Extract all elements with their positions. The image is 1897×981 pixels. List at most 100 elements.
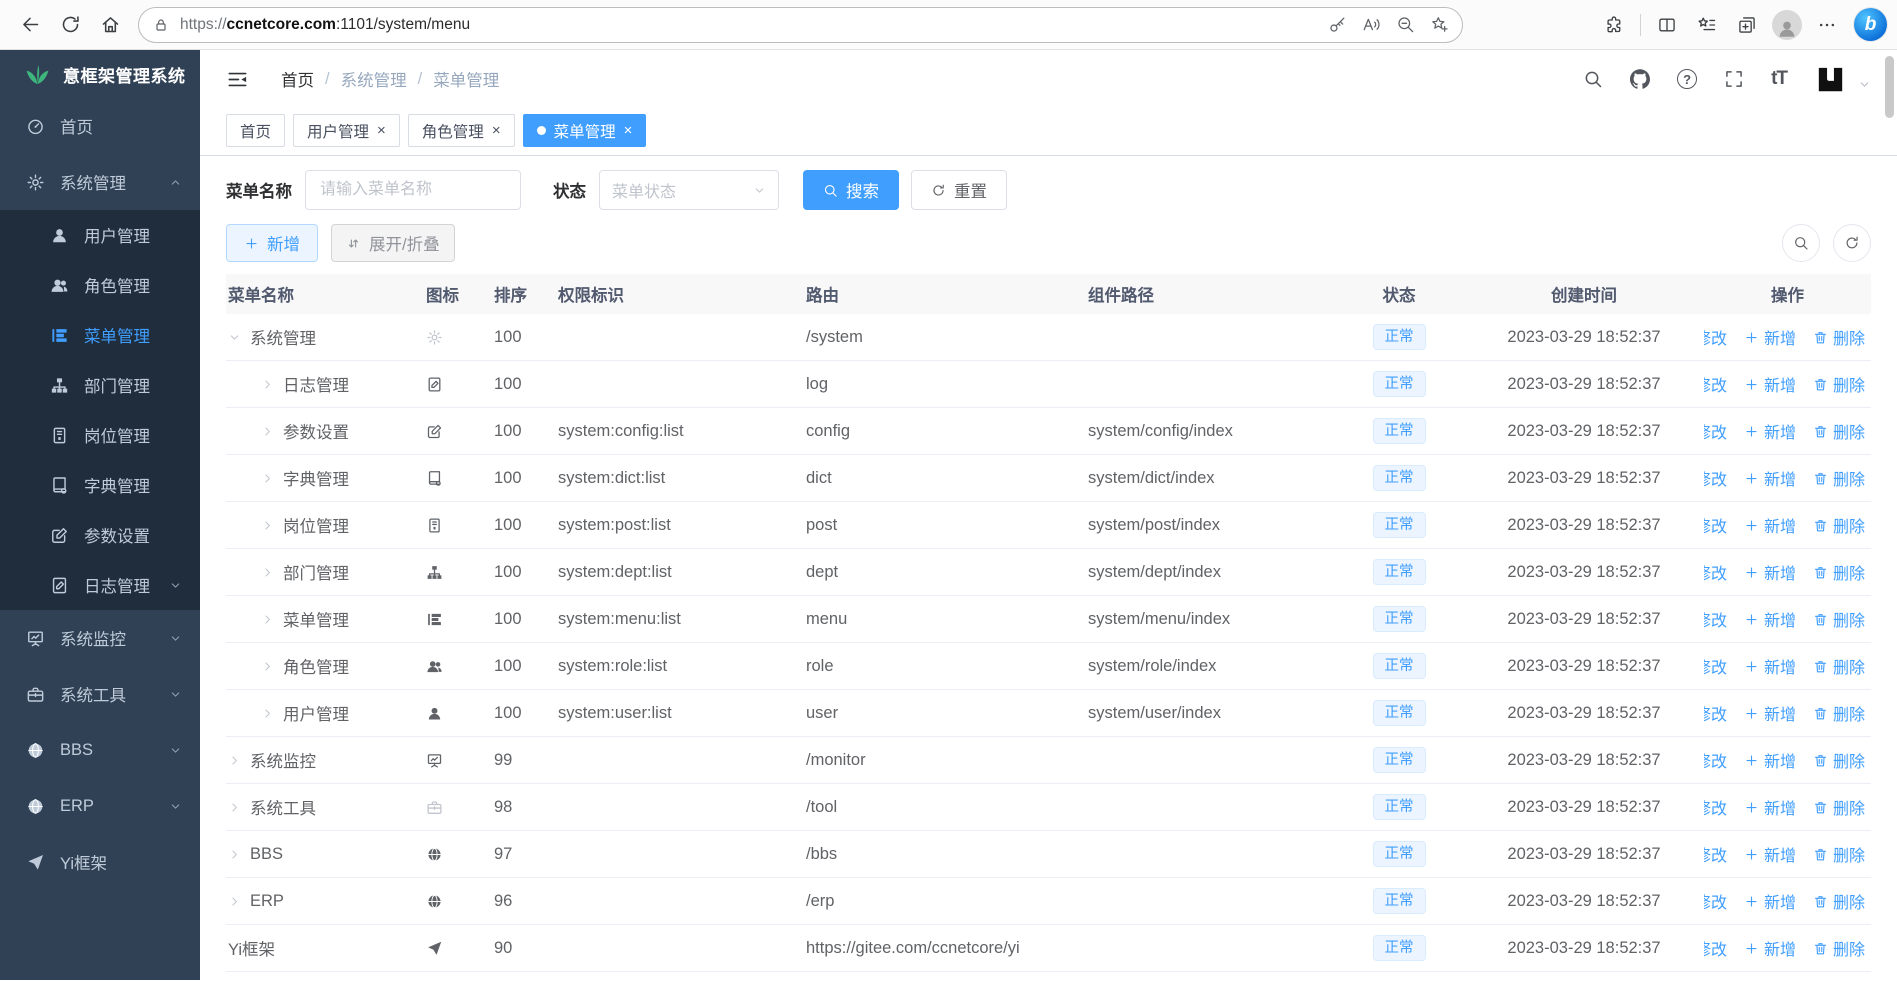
edit-action[interactable]: 修改 (1704, 513, 1727, 537)
github-icon[interactable] (1630, 69, 1650, 89)
sidebar-item[interactable]: 系统监控 (0, 610, 200, 666)
tab[interactable]: 首页 (226, 114, 286, 147)
chevron-down-icon[interactable] (228, 331, 241, 344)
chevron-down-icon[interactable] (1858, 78, 1871, 91)
add-action[interactable]: 新增 (1744, 419, 1796, 443)
edit-action[interactable]: 修改 (1704, 748, 1727, 772)
extensions-button[interactable] (1595, 6, 1633, 44)
search-button[interactable]: 搜索 (803, 170, 899, 210)
bing-sidebar-button[interactable]: b (1854, 8, 1887, 41)
profile-button[interactable] (1768, 6, 1806, 44)
tab[interactable]: 用户管理 × (293, 114, 400, 147)
chevron-right-icon[interactable] (261, 519, 274, 532)
delete-action[interactable]: 删除 (1813, 325, 1865, 349)
edit-action[interactable]: 修改 (1704, 419, 1727, 443)
user-avatar[interactable] (1814, 63, 1847, 96)
delete-action[interactable]: 删除 (1813, 701, 1865, 725)
sidebar-item[interactable]: 日志管理 (0, 560, 200, 610)
sidebar-item[interactable]: 角色管理 (0, 260, 200, 310)
tab-close-icon[interactable]: × (491, 122, 501, 139)
add-action[interactable]: 新增 (1744, 607, 1796, 631)
status-select[interactable]: 菜单状态 (599, 170, 779, 210)
font-size-icon[interactable]: tT (1771, 68, 1788, 89)
edit-action[interactable]: 修改 (1704, 701, 1727, 725)
add-action[interactable]: 新增 (1744, 936, 1796, 960)
chevron-right-icon[interactable] (261, 660, 274, 673)
add-action[interactable]: 新增 (1744, 372, 1796, 396)
add-button[interactable]: 新增 (226, 224, 318, 262)
sidebar-item[interactable]: 用户管理 (0, 210, 200, 260)
chevron-right-icon[interactable] (228, 895, 241, 908)
edit-action[interactable]: 修改 (1704, 889, 1727, 913)
add-action[interactable]: 新增 (1744, 889, 1796, 913)
chevron-right-icon[interactable] (261, 472, 274, 485)
page-scrollbar[interactable] (1885, 56, 1894, 118)
split-screen-button[interactable] (1648, 6, 1686, 44)
url-bar[interactable]: https://ccnetcore.com:1101/system/menu (138, 6, 1463, 43)
favorite-button[interactable] (1422, 9, 1456, 41)
add-action[interactable]: 新增 (1744, 325, 1796, 349)
read-aloud-button[interactable] (1354, 9, 1388, 41)
add-action[interactable]: 新增 (1744, 795, 1796, 819)
delete-action[interactable]: 删除 (1813, 372, 1865, 396)
sidebar-item[interactable]: 字典管理 (0, 460, 200, 510)
zoom-out-button[interactable] (1388, 9, 1422, 41)
edit-action[interactable]: 修改 (1704, 795, 1727, 819)
add-action[interactable]: 新增 (1744, 748, 1796, 772)
sidebar-collapse-button[interactable] (226, 68, 249, 91)
browser-home-button[interactable] (90, 6, 130, 44)
collections-button[interactable] (1728, 6, 1766, 44)
chevron-right-icon[interactable] (228, 801, 241, 814)
chevron-right-icon[interactable] (261, 566, 274, 579)
delete-action[interactable]: 删除 (1813, 419, 1865, 443)
browser-menu-button[interactable] (1808, 6, 1846, 44)
delete-action[interactable]: 删除 (1813, 513, 1865, 537)
chevron-right-icon[interactable] (228, 848, 241, 861)
toggle-search-button[interactable] (1782, 224, 1820, 262)
delete-action[interactable]: 删除 (1813, 795, 1865, 819)
edit-action[interactable]: 修改 (1704, 466, 1727, 490)
tab-close-icon[interactable]: × (623, 122, 633, 139)
breadcrumb-item[interactable]: 首页 (281, 72, 314, 90)
sidebar-item[interactable]: 参数设置 (0, 510, 200, 560)
edit-action[interactable]: 修改 (1704, 842, 1727, 866)
edit-action[interactable]: 修改 (1704, 654, 1727, 678)
add-action[interactable]: 新增 (1744, 466, 1796, 490)
add-action[interactable]: 新增 (1744, 513, 1796, 537)
tab-close-icon[interactable]: × (377, 122, 386, 139)
browser-refresh-button[interactable] (50, 6, 90, 44)
sidebar-item[interactable]: BBS (0, 722, 200, 778)
chevron-right-icon[interactable] (261, 425, 274, 438)
reset-button[interactable]: 重置 (911, 170, 1007, 210)
browser-back-button[interactable] (10, 6, 50, 44)
breadcrumb-item[interactable]: 菜单管理 (433, 72, 500, 90)
edit-action[interactable]: 修改 (1704, 607, 1727, 631)
chevron-right-icon[interactable] (261, 378, 274, 391)
delete-action[interactable]: 删除 (1813, 654, 1865, 678)
favorites-button[interactable] (1688, 6, 1726, 44)
fullscreen-icon[interactable] (1724, 69, 1744, 89)
sidebar-item[interactable]: ERP (0, 778, 200, 834)
add-action[interactable]: 新增 (1744, 654, 1796, 678)
password-button[interactable] (1320, 9, 1354, 41)
delete-action[interactable]: 删除 (1813, 466, 1865, 490)
tab[interactable]: 角色管理 × (407, 114, 515, 147)
sidebar-item[interactable]: 系统工具 (0, 666, 200, 722)
delete-action[interactable]: 删除 (1813, 560, 1865, 584)
add-action[interactable]: 新增 (1744, 701, 1796, 725)
edit-action[interactable]: 修改 (1704, 560, 1727, 584)
breadcrumb-item[interactable]: 系统管理 (340, 72, 407, 90)
help-icon[interactable]: ? (1677, 69, 1698, 89)
chevron-right-icon[interactable] (261, 707, 274, 720)
sidebar-item[interactable]: 部门管理 (0, 360, 200, 410)
delete-action[interactable]: 删除 (1813, 842, 1865, 866)
edit-action[interactable]: 修改 (1704, 325, 1727, 349)
edit-action[interactable]: 修改 (1704, 372, 1727, 396)
sidebar-item[interactable]: 岗位管理 (0, 410, 200, 460)
delete-action[interactable]: 删除 (1813, 936, 1865, 960)
menu-name-input[interactable] (305, 170, 521, 210)
edit-action[interactable]: 修改 (1704, 936, 1727, 960)
delete-action[interactable]: 删除 (1813, 607, 1865, 631)
delete-action[interactable]: 删除 (1813, 748, 1865, 772)
delete-action[interactable]: 删除 (1813, 889, 1865, 913)
